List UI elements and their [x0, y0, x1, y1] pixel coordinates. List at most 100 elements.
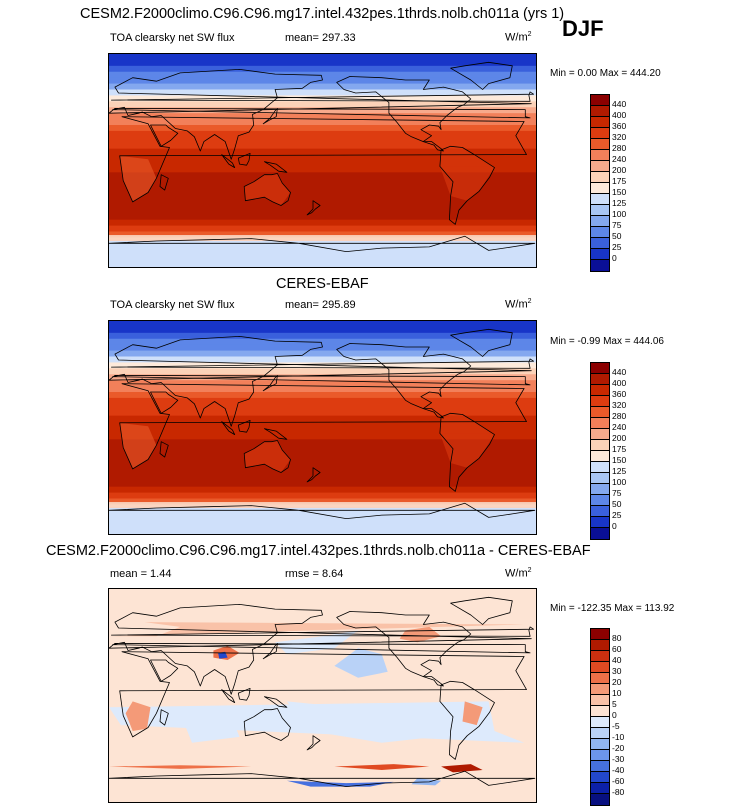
zonal-band: [109, 65, 536, 73]
coastline: [450, 61, 513, 90]
land-shade-south-america: [439, 147, 495, 201]
zonal-band: [109, 474, 536, 482]
zonal-band: [109, 421, 536, 429]
colorbar-label: 125: [612, 466, 627, 476]
colorbar-label: 175: [612, 444, 627, 454]
panel2-variable: TOA clearsky net SW flux: [110, 299, 235, 311]
colorbar-label: 80: [612, 633, 622, 643]
zonal-band: [109, 54, 536, 61]
land-shade-australia: [244, 440, 291, 473]
colorbar-label: 100: [612, 477, 627, 487]
colorbar-label: 10: [612, 688, 622, 698]
difference-patch: [334, 648, 388, 678]
land-shade-south-america: [439, 414, 495, 468]
colorbar-label: 440: [612, 367, 627, 377]
coastline: [159, 709, 169, 726]
zonal-band: [109, 356, 536, 364]
zonal-band: [109, 219, 536, 227]
zonal-band: [109, 83, 536, 91]
zonal-band: [109, 350, 536, 358]
panel3-units: W/m2: [505, 567, 532, 580]
coastline: [111, 91, 534, 102]
zonal-band: [109, 332, 536, 340]
coastline: [450, 328, 513, 357]
panel2-map: [108, 320, 537, 535]
zonal-band: [109, 498, 536, 506]
zonal-band: [109, 160, 536, 168]
zonal-band: [109, 457, 536, 464]
colorbar-label: 200: [612, 433, 627, 443]
colorbar-label: 50: [612, 499, 622, 509]
zonal-band: [109, 451, 536, 458]
coastline: [109, 235, 536, 252]
zonal-band: [109, 172, 536, 179]
coastline: [221, 689, 236, 703]
coastline: [336, 343, 472, 409]
colorbar-label: -20: [612, 743, 625, 753]
coastline: [237, 420, 251, 433]
zonal-band: [109, 403, 536, 411]
colorbar-label: 20: [612, 677, 622, 687]
colorbar-label: 360: [612, 389, 627, 399]
coastline: [221, 154, 236, 168]
zonal-band: [109, 321, 536, 328]
zonal-band: [109, 59, 536, 67]
colorbar-label: 0: [612, 521, 617, 531]
zonal-band: [109, 231, 536, 239]
coastline: [336, 76, 472, 142]
zonal-band: [109, 201, 536, 209]
land-shade-africa: [119, 422, 157, 469]
colorbar-label: 30: [612, 666, 622, 676]
colorbar-box: [590, 527, 610, 540]
coastline: [109, 336, 532, 427]
colorbar-label: 400: [612, 378, 627, 388]
zonal-band: [109, 468, 536, 476]
colorbar-label: 0: [612, 253, 617, 263]
colorbar-label: 60: [612, 644, 622, 654]
panel2-map-svg: [109, 321, 536, 534]
antarctic-shade: [109, 507, 536, 534]
colorbar-label: 320: [612, 132, 627, 142]
coastline: [109, 604, 532, 695]
colorbar-label: -80: [612, 787, 625, 797]
zonal-band: [109, 148, 536, 156]
zonal-band: [109, 344, 536, 352]
coastline: [264, 696, 288, 708]
zonal-band: [109, 338, 536, 346]
coastline: [159, 174, 169, 191]
zonal-band: [109, 368, 536, 375]
zonal-band: [109, 196, 536, 203]
coastline: [422, 408, 444, 419]
colorbar-label: -5: [612, 721, 620, 731]
zonal-band: [109, 154, 536, 162]
coastline: [439, 680, 495, 760]
coastline: [237, 688, 251, 701]
colorbar-box: [590, 259, 610, 272]
colorbar-label: 5: [612, 699, 617, 709]
zonal-band: [109, 486, 536, 494]
colorbar-label: 125: [612, 198, 627, 208]
zonal-band: [109, 397, 536, 405]
zonal-band: [109, 89, 536, 97]
coastline: [262, 643, 278, 660]
colorbar-label: -40: [612, 765, 625, 775]
zonal-band: [109, 77, 536, 85]
difference-patch: [334, 764, 430, 770]
antarctic-coast-shade: [109, 235, 536, 241]
difference-patch: [441, 764, 483, 773]
coastlines: [109, 328, 536, 519]
colorbar-label: 400: [612, 110, 627, 120]
coastlines: [109, 596, 536, 787]
zonal-band: [109, 374, 536, 381]
colorbar-label: 320: [612, 400, 627, 410]
coastline: [221, 421, 236, 435]
coastline: [306, 735, 321, 751]
zonal-band: [109, 326, 536, 334]
land-shade-africa: [119, 155, 157, 202]
coastline: [450, 596, 513, 625]
colorbar-label: 75: [612, 220, 622, 230]
zonal-band: [109, 380, 536, 387]
difference-patch: [286, 780, 394, 787]
colorbar-box: [590, 793, 610, 806]
coastlines: [109, 61, 536, 252]
